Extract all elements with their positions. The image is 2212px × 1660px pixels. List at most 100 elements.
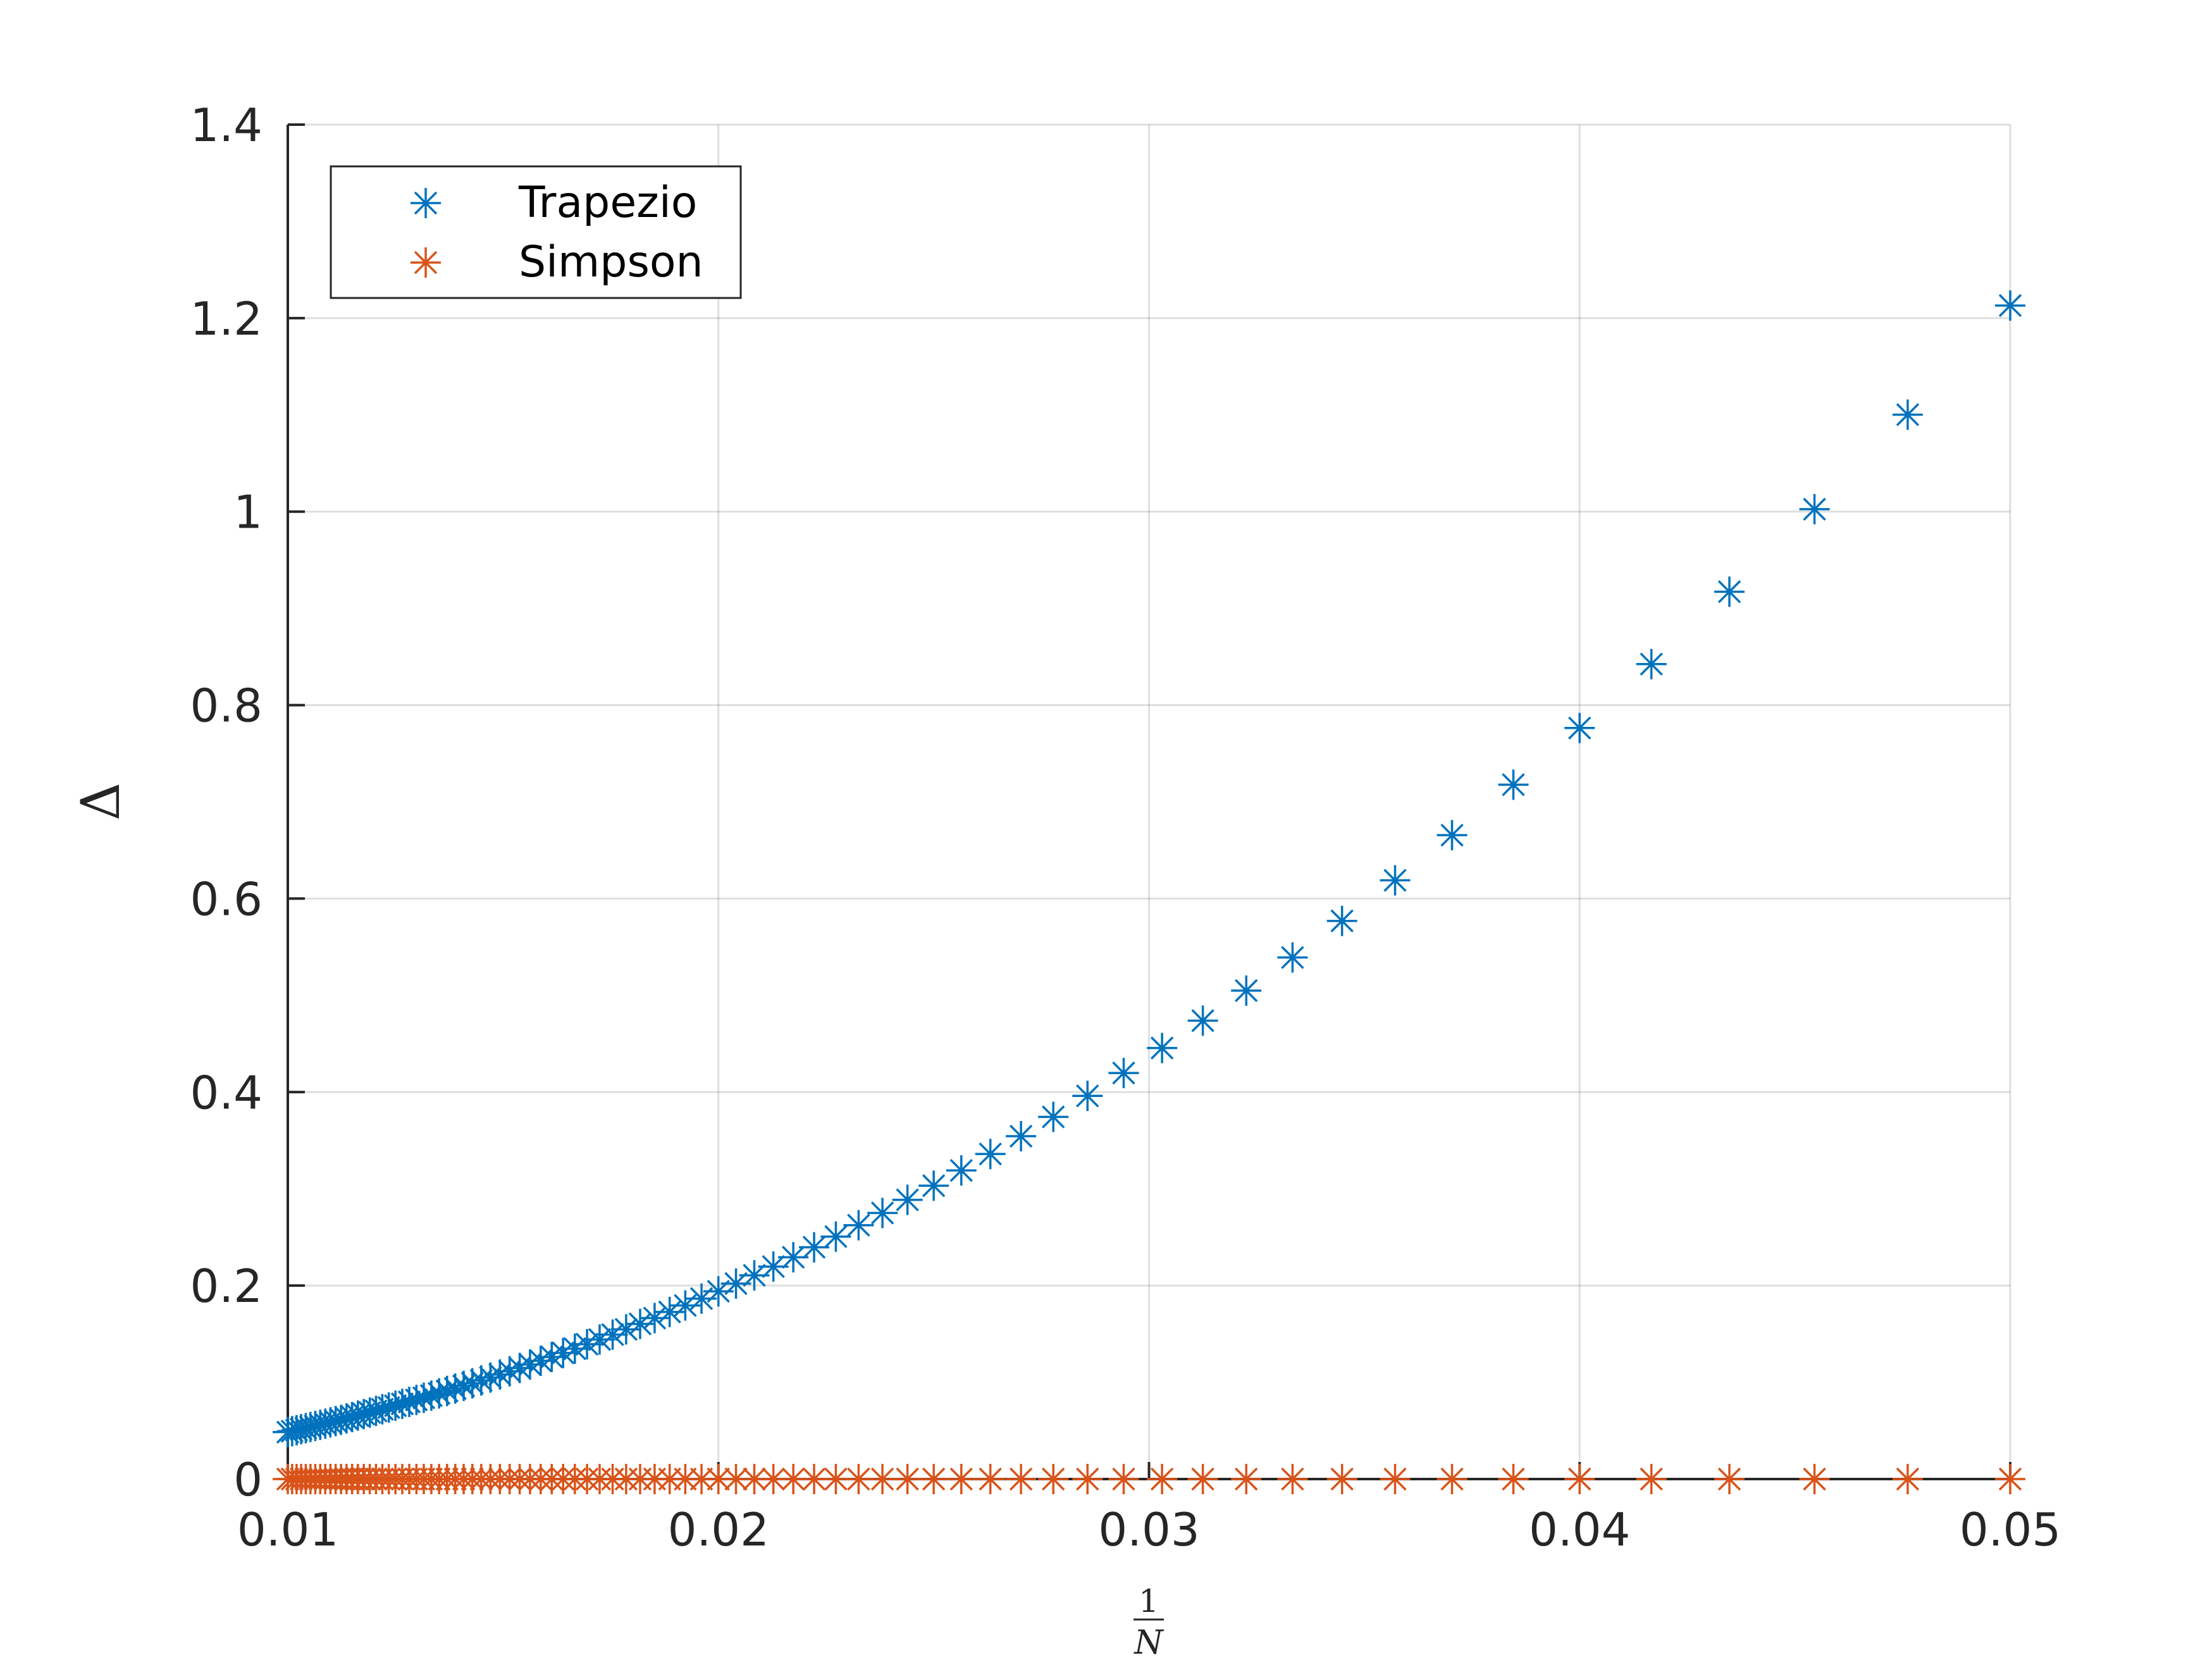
ticks: 0.01 0.02 0.03 0.04 0.05 0 0.2 0.4 0.6 0.8 1 1.2 1.4 xyxy=(190,99,2061,1556)
y-tick-label: 0 xyxy=(233,1453,263,1506)
data-point xyxy=(703,1276,734,1307)
legend-label-trapezio: Trapezio xyxy=(518,178,697,228)
data-point xyxy=(1231,1464,1262,1494)
data-point xyxy=(946,1155,977,1186)
legend-marker-trapezio xyxy=(411,188,441,218)
grid xyxy=(288,123,2011,1479)
data-point xyxy=(504,1353,535,1384)
data-point xyxy=(1437,1464,1467,1494)
x-axis-label: 1 N xyxy=(1133,1583,1164,1660)
data-point xyxy=(610,1314,641,1345)
data-point xyxy=(1380,1464,1411,1494)
series-layer xyxy=(273,290,2025,1494)
data-point xyxy=(475,1362,506,1393)
data-point xyxy=(431,1375,462,1406)
data-point xyxy=(485,1359,516,1390)
series-trapezio xyxy=(273,290,2025,1447)
data-point xyxy=(918,1464,949,1494)
legend-marker-simpson xyxy=(411,247,441,278)
y-tick-label: 0.4 xyxy=(190,1066,263,1119)
data-point xyxy=(739,1464,770,1494)
legend-box xyxy=(330,165,742,299)
legend-marker-simpson-icon xyxy=(411,247,441,278)
data-point xyxy=(975,1464,1006,1494)
data-point xyxy=(380,1391,411,1422)
x-tick-label: 0.02 xyxy=(668,1503,769,1556)
data-point xyxy=(799,1464,830,1494)
data-point xyxy=(1326,1464,1357,1494)
data-point xyxy=(1277,1464,1308,1494)
data-point xyxy=(1006,1464,1037,1494)
y-tick-label: 0.8 xyxy=(190,679,263,733)
data-point xyxy=(1231,975,1262,1006)
plot-background xyxy=(288,125,2010,1479)
data-point xyxy=(946,1464,977,1494)
series-simpson xyxy=(273,1464,2025,1494)
data-point xyxy=(1564,1464,1595,1494)
data-point xyxy=(1892,399,1923,430)
data-point xyxy=(1038,1101,1069,1132)
data-point xyxy=(597,1319,628,1350)
x-tick-label: 0.05 xyxy=(1960,1503,2061,1556)
data-point xyxy=(739,1260,770,1291)
data-point xyxy=(1187,1005,1218,1036)
data-point xyxy=(654,1296,685,1327)
data-point xyxy=(572,1329,603,1360)
legend: Trapezio Simpson xyxy=(330,165,742,299)
data-point xyxy=(867,1464,898,1494)
data-point xyxy=(354,1397,385,1428)
data-point xyxy=(975,1139,1006,1170)
data-point xyxy=(361,1396,392,1427)
data-point xyxy=(867,1198,898,1229)
data-point xyxy=(1038,1464,1069,1494)
data-point xyxy=(559,1333,590,1364)
data-point xyxy=(1714,576,1745,607)
data-point xyxy=(686,1283,717,1314)
data-point xyxy=(758,1251,789,1282)
data-point xyxy=(1277,942,1308,973)
data-point xyxy=(440,1373,471,1404)
data-point xyxy=(326,1404,357,1435)
data-point xyxy=(373,1392,404,1423)
data-point xyxy=(1714,1464,1745,1494)
data-point xyxy=(349,1399,380,1430)
data-point xyxy=(424,1378,455,1409)
data-point xyxy=(525,1346,556,1377)
data-point xyxy=(310,1408,341,1439)
data-point xyxy=(720,1268,751,1299)
data-point xyxy=(1995,290,2025,321)
data-point xyxy=(300,1411,331,1442)
data-point xyxy=(799,1232,830,1263)
y-tick-label: 1.2 xyxy=(190,292,263,345)
data-point xyxy=(1995,1464,2025,1494)
data-point xyxy=(1564,712,1595,743)
data-point xyxy=(1498,769,1529,800)
data-point xyxy=(720,1464,751,1494)
data-point xyxy=(1636,1464,1667,1494)
data-point xyxy=(1147,1032,1178,1063)
data-point xyxy=(1187,1464,1218,1494)
data-point xyxy=(331,1403,362,1434)
data-point xyxy=(670,1290,701,1321)
data-point xyxy=(703,1464,734,1494)
data-point xyxy=(778,1464,809,1494)
data-point xyxy=(670,1464,701,1494)
data-point xyxy=(320,1406,351,1437)
data-point xyxy=(686,1464,717,1494)
data-point xyxy=(1326,905,1357,936)
data-point xyxy=(367,1394,398,1425)
data-point xyxy=(778,1242,809,1273)
data-point xyxy=(448,1370,479,1401)
data-point xyxy=(584,1324,615,1355)
data-point xyxy=(394,1387,425,1418)
data-point xyxy=(843,1210,874,1241)
data-point xyxy=(536,1341,567,1372)
data-point xyxy=(1892,1464,1923,1494)
data-point xyxy=(820,1221,851,1252)
x-tick-label: 0.03 xyxy=(1098,1503,1199,1556)
data-point xyxy=(758,1464,789,1494)
data-point xyxy=(624,1308,655,1339)
data-point xyxy=(386,1389,417,1420)
data-point xyxy=(1437,820,1467,851)
